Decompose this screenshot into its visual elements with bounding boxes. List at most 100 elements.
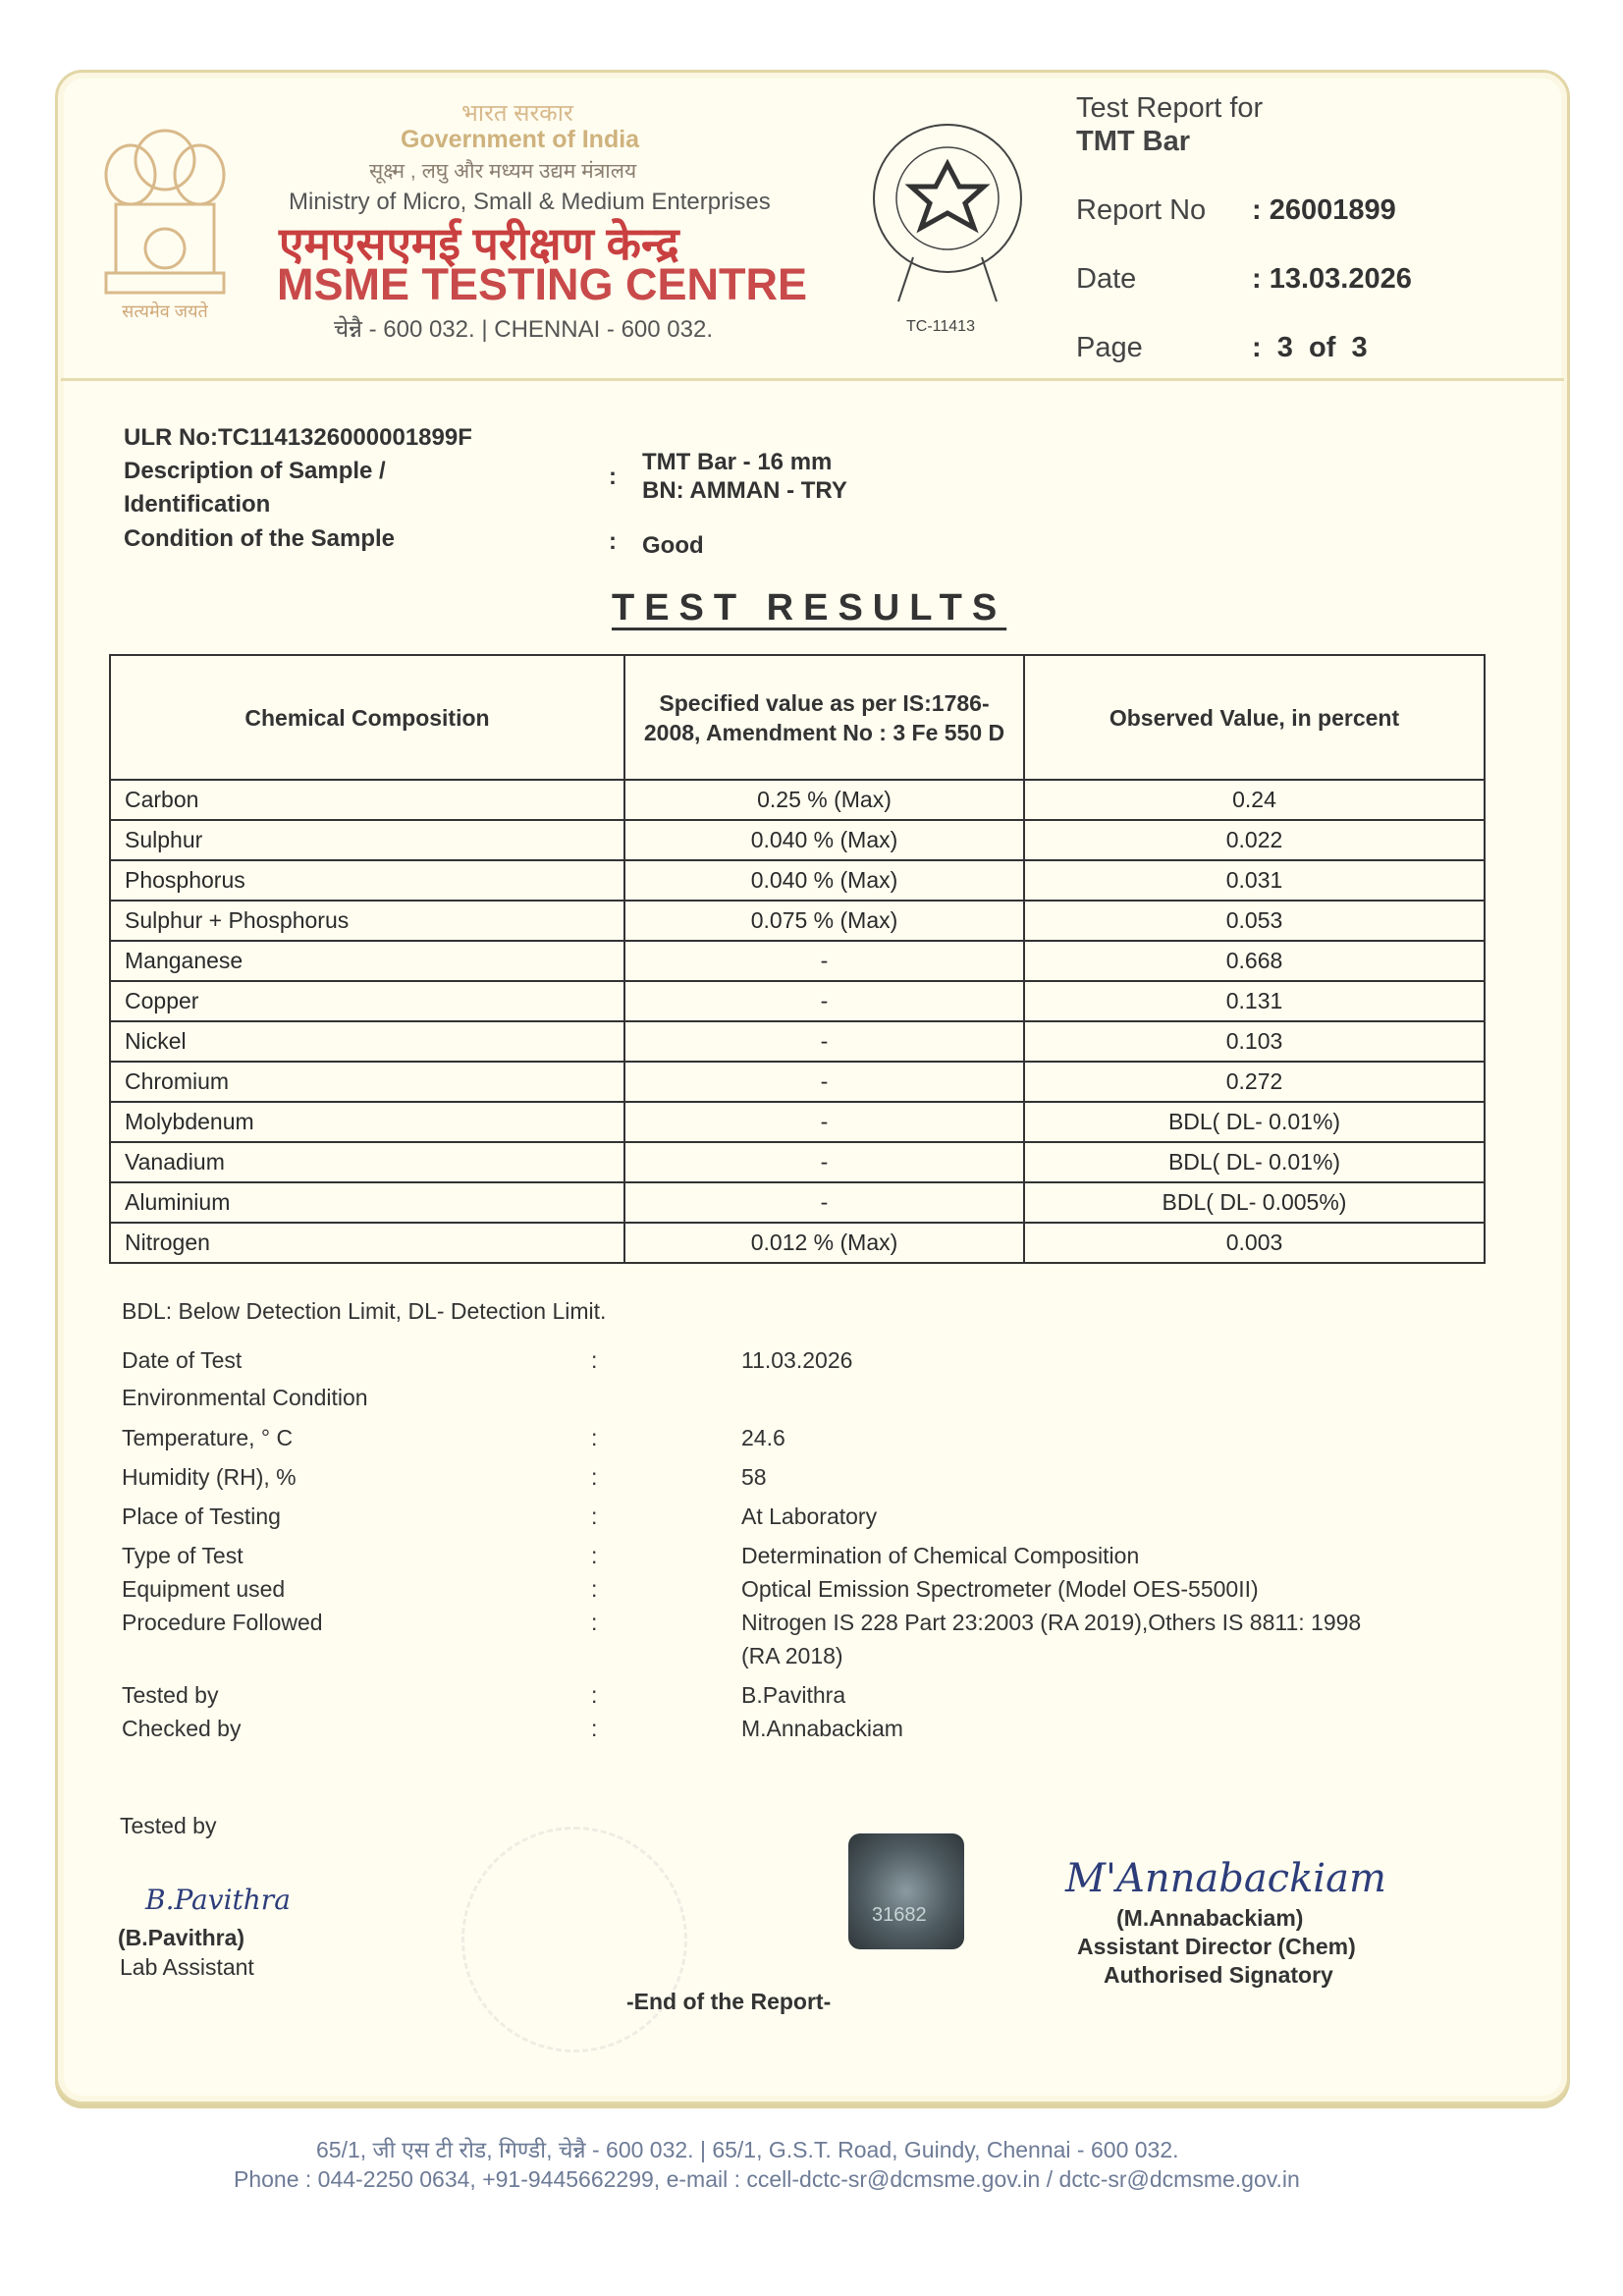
desc-value-1: TMT Bar - 16 mm [642,449,833,475]
footer-address: 65/1, जी एस टी रोड, गिण्डी, चेन्नै - 600… [316,2137,1179,2162]
cell-observed: 0.003 [1023,1222,1486,1264]
tester-signature: B.Pavithra [145,1884,291,1916]
cell-specified: 0.040 % (Max) [623,859,1025,902]
colon: : [591,1425,598,1450]
detail-label: Temperature, ° C [122,1425,294,1450]
cell-observed: 0.031 [1023,859,1486,902]
detail-value: Nitrogen IS 228 Part 23:2003 (RA 2019),O… [741,1610,1362,1635]
signatory-signature: M'Annabackiam [1065,1856,1386,1901]
colon: : [591,1347,598,1373]
cell-observed: 0.131 [1023,980,1486,1022]
emblem-motto: सत्यमेव जयते [122,301,208,321]
centre-name: MSME TESTING CENTRE [277,259,808,309]
cell-observed: 0.24 [1023,779,1486,821]
table-row: Nickel -0.103 [109,1020,1486,1063]
tester-name: (B.Pavithra) [118,1925,245,1950]
results-table: Chemical Composition Specified value as … [109,654,1486,1264]
cell-specified: - [623,1061,1025,1103]
footer-contact: Phone : 044-2250 0634, +91-9445662299, e… [234,2166,1300,2192]
detail-value: M.Annabackiam [741,1716,903,1741]
detail-label: Tested by [122,1682,219,1708]
cell-observed: BDL( DL- 0.01%) [1023,1101,1486,1143]
cell-specified: 0.012 % (Max) [623,1222,1025,1264]
desc-value-2: BN: AMMAN - TRY [642,477,847,504]
colon: : [609,464,617,490]
cell-observed: 0.668 [1023,940,1486,982]
faded-stamp [461,1827,687,2052]
results-title: TEST RESULTS [612,587,1007,629]
detail-value: 11.03.2026 [741,1347,853,1373]
gov-of-india: Government of India [401,126,640,153]
cell-element: Carbon [109,779,625,821]
table-row: Carbon 0.25 % (Max) 0.24 [109,779,1486,821]
desc-label-2: Identification [124,491,271,518]
table-row: Nitrogen 0.012 % (Max) 0.003 [109,1222,1486,1264]
cell-specified: - [623,1141,1025,1183]
cell-observed: 0.053 [1023,900,1486,942]
detail-label: Humidity (RH), % [122,1464,297,1490]
cell-element: Sulphur + Phosphorus [109,900,625,942]
report-no: : 26001899 [1252,194,1396,226]
cell-element: Vanadium [109,1141,625,1183]
national-emblem-icon: सत्यमेव जयते [104,129,226,321]
cell-element: Sulphur [109,819,625,861]
detail-label: Environmental Condition [122,1385,368,1410]
table-row: Phosphorus 0.040 % (Max) 0.031 [109,859,1486,902]
cell-observed: 0.022 [1023,819,1486,861]
header-divider [61,378,1564,381]
table-row: Sulphur + Phosphorus 0.075 % (Max) 0.053 [109,900,1486,942]
detail-label: Procedure Followed [122,1610,323,1635]
page-label: Page [1076,332,1143,363]
tester-role: Lab Assistant [120,1954,254,1980]
cell-observed: 0.272 [1023,1061,1486,1103]
ministry-hindi: सूक्ष्म , लघु और मध्यम उद्यम मंत्रालय [369,160,637,183]
detail-label: Date of Test [122,1347,243,1373]
table-row: Sulphur 0.040 % (Max) 0.022 [109,819,1486,861]
cell-element: Copper [109,980,625,1022]
detail-value: 24.6 [741,1425,785,1450]
cell-element: Nickel [109,1020,625,1063]
detail-value: Determination of Chemical Composition [741,1543,1140,1568]
ministry: Ministry of Micro, Small & Medium Enterp… [289,189,771,215]
desc-label-1: Description of Sample / [124,458,386,484]
detail-value: B.Pavithra [741,1682,846,1708]
detail-value: (RA 2018) [741,1643,843,1668]
report-no-label: Report No [1076,194,1207,226]
gov-hindi: भारत सरकार [461,100,573,127]
hologram-icon: 31682 [848,1833,964,1949]
cell-element: Manganese [109,940,625,982]
cell-element: Chromium [109,1061,625,1103]
table-row: Aluminium - BDL( DL- 0.005%) [109,1181,1486,1224]
detail-label: Place of Testing [122,1503,281,1529]
detail-label: Checked by [122,1716,242,1741]
bdl-note: BDL: Below Detection Limit, DL- Detectio… [122,1298,607,1324]
accreditation-number: TC-11413 [906,318,975,335]
colon: : [591,1464,598,1490]
colon: : [591,1503,598,1529]
colon: : [609,528,617,555]
cell-specified: - [623,940,1025,982]
centre-hindi: एमएसएमई परीक्षण केन्द्र [279,218,679,269]
col-header-composition: Chemical Composition [109,654,625,781]
colon: : [591,1682,598,1708]
colon: : [591,1610,598,1635]
end-of-report: -End of the Report- [626,1989,832,2014]
table-row: Copper -0.131 [109,980,1486,1022]
detail-label: Equipment used [122,1576,286,1602]
cell-specified: - [623,1020,1025,1063]
table-row: Vanadium - BDL( DL- 0.01%) [109,1141,1486,1183]
cell-element: Molybdenum [109,1101,625,1143]
cell-specified: 0.075 % (Max) [623,900,1025,942]
col-header-observed: Observed Value, in percent [1023,654,1486,781]
table-row: Molybdenum - BDL( DL- 0.01%) [109,1101,1486,1143]
signatory-authority: Authorised Signatory [1104,1962,1333,1988]
report-date: : 13.03.2026 [1252,263,1412,295]
cell-specified: - [623,1181,1025,1224]
colon: : [591,1576,598,1602]
report-for: TMT Bar [1076,126,1190,157]
accreditation-seal-icon [873,124,1022,302]
colon: : [591,1716,598,1741]
cell-specified: 0.25 % (Max) [623,779,1025,821]
signatory-name: (M.Annabackiam) [1116,1905,1304,1931]
cell-element: Aluminium [109,1181,625,1224]
